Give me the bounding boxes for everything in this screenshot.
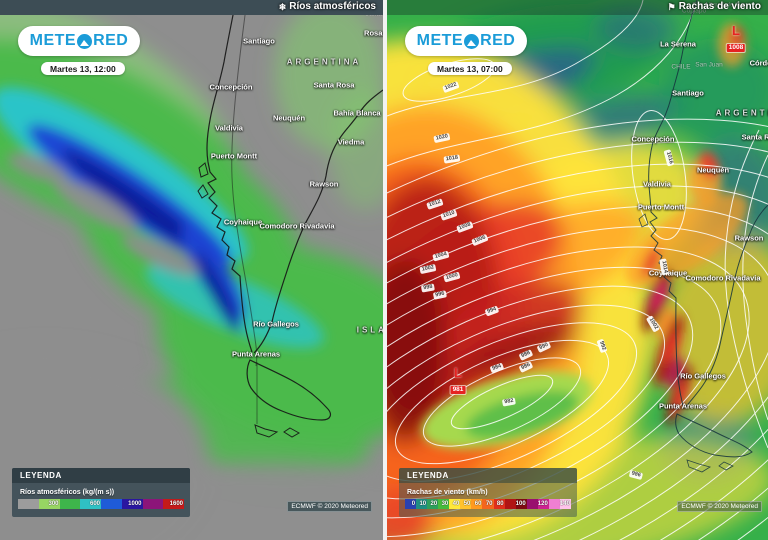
legend-segment: 140 [559, 499, 571, 509]
map-label-punta-arenas: Punta Arenas [231, 349, 281, 359]
legend-segment [526, 499, 538, 509]
right-legend-scale-label: Rachas de viento (km/h) [407, 489, 488, 496]
left-legend-header: LEYENDA [12, 468, 190, 483]
legend-segment: 70 [482, 499, 494, 509]
map-label-rosario: Rosario [364, 28, 383, 38]
panel-divider [383, 0, 387, 540]
map-label-r-o-gallegos: Río Gallegos [253, 319, 299, 329]
right-layer-title-text: Rachas de viento [678, 1, 761, 12]
pressure-marker-L-981: L 981 [450, 365, 466, 394]
map-label-neuqu-n: Neuquén [272, 113, 306, 123]
meteored-o-icon [77, 33, 93, 49]
map-label-santiago: Santiago [672, 88, 704, 98]
legend-segment [548, 499, 560, 509]
coastline-right [638, 0, 768, 473]
right-topbar [387, 0, 768, 15]
right-attribution: ECMWF © 2020 Meteored [677, 501, 762, 512]
legend-segment: 1000 [121, 499, 143, 509]
left-datetime-badge: Martes 13, 12:00 [41, 62, 125, 75]
map-label-rawson: Rawson [734, 233, 764, 243]
map-label-comodoro-rivadavia: Comodoro Rivadavia [259, 221, 335, 231]
map-label-santiago: Santiago [243, 36, 275, 46]
map-label-santa-rosa: Santa Rosa [741, 132, 768, 142]
map-label-chile: CHILE [671, 63, 691, 71]
map-label-r-o-gallegos: Río Gallegos [680, 371, 726, 381]
left-attribution: ECMWF © 2020 Meteored [287, 501, 372, 512]
map-label-punta-arenas: Punta Arenas [658, 401, 708, 411]
map-label-valdivia: Valdivia [215, 123, 243, 133]
left-legend-colorbar: 300 600 1000 1600 [18, 499, 184, 509]
legend-segment: 60 [471, 499, 483, 509]
right-legend-colorbar: 0 10 20 30 40 50 60 70 80 100 120 140 [405, 499, 571, 509]
legend-segment: 120 [537, 499, 549, 509]
legend-segment: 600 [80, 499, 101, 509]
map-label-puerto-montt: Puerto Montt [637, 202, 685, 212]
map-label-viedma: Viedma [337, 137, 365, 147]
legend-segment: 50 [460, 499, 472, 509]
legend-segment [59, 499, 81, 509]
map-label-copiap-: Copiapó [681, 7, 707, 15]
atmospheric-rivers-icon: ❄ [278, 1, 287, 12]
left-legend-body: Ríos atmosféricos (kg/(m s)) 300 600 1000 1… [12, 483, 190, 517]
map-label-san-miguel-de-tuc: San Miguel de Tuc [692, 1, 746, 9]
legend-segment [142, 499, 164, 509]
right-legend: LEYENDA Rachas de viento (km/h) 0 10 20 30 4… [399, 468, 577, 517]
coastline-left [197, 0, 383, 438]
map-label-comodoro-rivadavia: Comodoro Rivadavia [685, 273, 761, 283]
legend-segment [18, 499, 39, 509]
legend-segment: 20 [427, 499, 439, 509]
legend-segment: 30 [438, 499, 450, 509]
right-layer-title: ⚑ Rachas de viento [668, 1, 761, 12]
left-layer-title-text: Ríos atmosféricos [289, 1, 376, 12]
legend-segment: 1600 [163, 499, 184, 509]
legend-segment: 0 [405, 499, 417, 509]
map-label-c-rdoba: Córdoba [749, 58, 768, 68]
map-label-argentina: ARGENTINA [286, 57, 362, 67]
map-label-neuqu-n: Neuquén [696, 165, 730, 175]
map-label-valdivia: Valdivia [643, 179, 671, 189]
map-label-bah-a-blanca: Bahía Blanca [333, 108, 381, 118]
legend-segment: 10 [416, 499, 428, 509]
map-label-puerto-montt: Puerto Montt [210, 151, 258, 161]
pressure-marker-L-1008: L 1008 [726, 23, 746, 52]
meteored-logo-right: METE RED [405, 26, 527, 56]
meteored-logo-left: METE RED [18, 26, 140, 56]
atmospheric-rivers-map-canvas[interactable] [0, 0, 383, 540]
legend-segment: 100 [515, 499, 527, 509]
meteored-logo-text: METE RED [416, 32, 516, 49]
wind-gusts-panel: ⚑ Rachas de viento San Miguel de Tuc Copi… [387, 0, 768, 540]
map-label-concepci-n: Concepción [631, 134, 675, 144]
legend-segment: 40 [449, 499, 461, 509]
meteored-o-icon [464, 33, 480, 49]
map-label-santa-rosa: Santa Rosa [313, 80, 355, 90]
right-datetime-badge: Martes 13, 07:00 [428, 62, 512, 75]
left-topbar [0, 0, 383, 15]
legend-segment: 300 [38, 499, 60, 509]
left-layer-title: ❄ Ríos atmosféricos [279, 1, 376, 12]
left-legend-scale-label: Ríos atmosféricos (kg/(m s)) [20, 489, 115, 496]
meteored-logo-text: METE RED [29, 32, 129, 49]
wind-gusts-icon: ⚑ [667, 1, 676, 12]
map-label-la-serena: La Serena [660, 39, 696, 49]
map-label-islas: ISLAS [356, 325, 383, 335]
map-label-coyhaique: Coyhaique [223, 217, 263, 227]
left-legend: LEYENDA Ríos atmosféricos (kg/(m s)) 300… [12, 468, 190, 517]
right-pressure-markers: L 1008 L 981 [387, 0, 768, 540]
map-label-rawson: Rawson [309, 179, 339, 189]
legend-segment [101, 499, 122, 509]
right-legend-header: LEYENDA [399, 468, 577, 483]
legend-segment [504, 499, 516, 509]
right-legend-body: Rachas de viento (km/h) 0 10 20 30 40 50 60 70 8… [399, 483, 577, 517]
map-label-argentina: ARGENTINA [715, 108, 768, 118]
legend-segment: 80 [493, 499, 505, 509]
map-label-san-juan: San Juan [695, 61, 723, 69]
map-label-concepci-n: Concepción [209, 82, 253, 92]
